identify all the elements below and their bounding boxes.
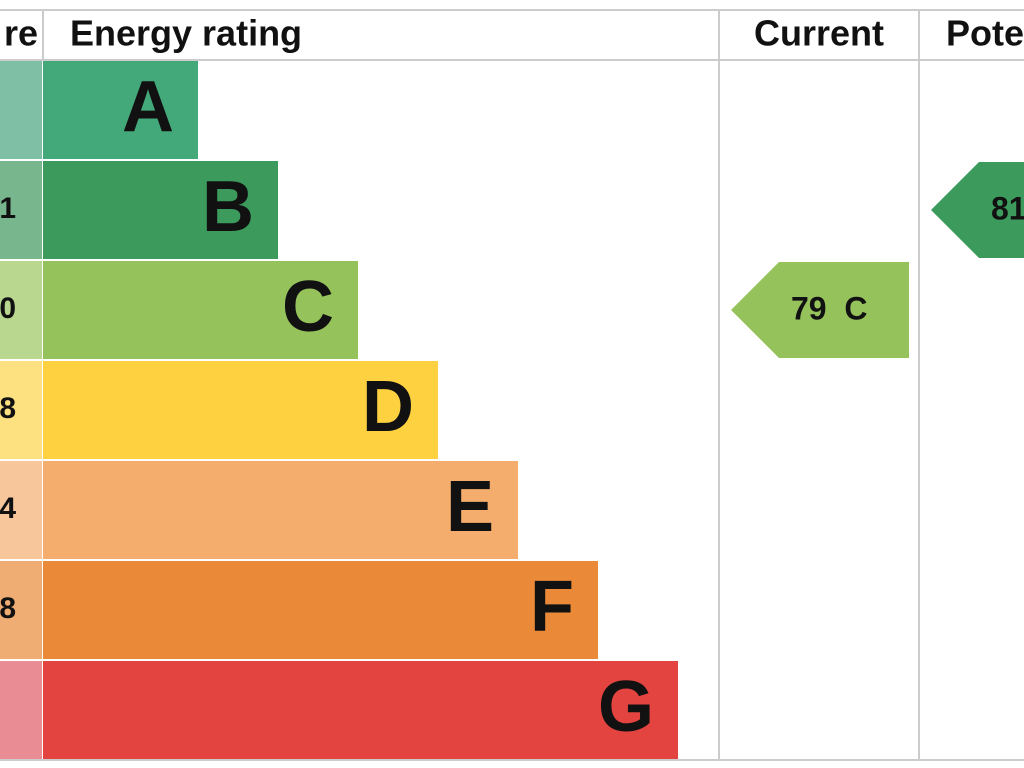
potential-arrow (931, 162, 1024, 258)
rating-letter: G (598, 667, 654, 747)
current-header: Current (754, 13, 884, 54)
rating-letter: C (282, 267, 334, 347)
score-header: re (4, 13, 38, 54)
score-label: 8 (0, 392, 16, 425)
rating-bar (43, 361, 438, 459)
score-label: 0 (0, 292, 16, 325)
score-label: 1 (0, 192, 16, 225)
rating-bar (43, 461, 518, 559)
score-label: 8 (0, 592, 16, 625)
rating-bar (43, 161, 278, 259)
rating-bar (43, 661, 678, 759)
score-cell (0, 661, 42, 759)
rating-bar (43, 561, 598, 659)
potential-header: Pote (946, 13, 1024, 54)
current-arrow-label: 79 C (791, 290, 867, 326)
score-cell (0, 361, 42, 459)
score-label: 4 (0, 492, 16, 525)
score-cell (0, 161, 42, 259)
rating-letter: F (530, 567, 574, 647)
rating-letter: D (362, 367, 414, 447)
rating-bar (43, 261, 358, 359)
current-arrow (731, 262, 909, 358)
potential-arrow-label: 81 (991, 190, 1024, 226)
score-cell (0, 461, 42, 559)
score-cell (0, 261, 42, 359)
rating-letter: B (202, 167, 254, 247)
rating-bar (43, 61, 198, 159)
rating-header: Energy rating (70, 13, 302, 54)
rating-letter: E (446, 467, 494, 547)
score-cell (0, 561, 42, 659)
score-cell (0, 61, 42, 159)
rating-letter: A (122, 67, 174, 147)
